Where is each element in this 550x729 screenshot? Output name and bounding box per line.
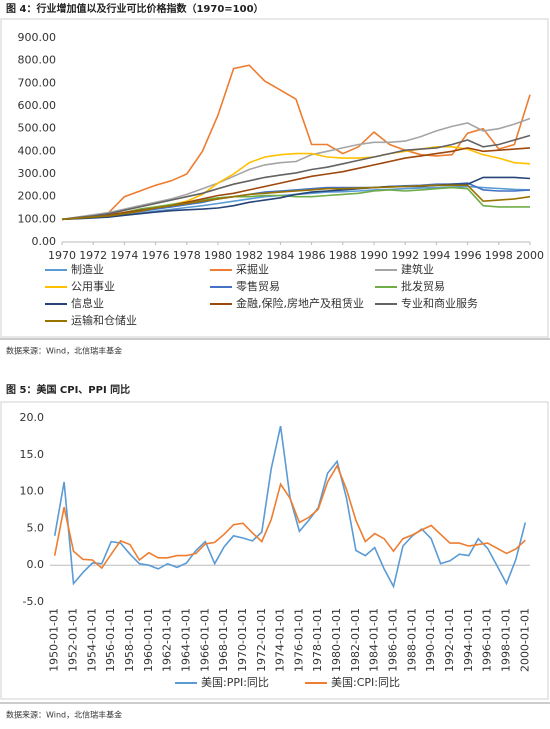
- y-tick-label: -5.0: [23, 595, 44, 608]
- x-tick-label: 1992: [391, 249, 419, 262]
- y-tick-label: 100.00: [18, 212, 57, 225]
- x-tick-label: 1988: [329, 249, 357, 262]
- y-tick-label: 800.00: [18, 54, 57, 67]
- x-tick-label: 1964-01-01: [179, 608, 192, 672]
- x-tick-label: 1976: [142, 249, 170, 262]
- x-tick-label: 1998-01-01: [499, 608, 512, 672]
- figure-caption: 图 4：行业增加值以及行业可比价格指数（1970=100）: [6, 2, 264, 15]
- series-line: [61, 117, 531, 221]
- x-tick-label: 1980-01-01: [330, 608, 343, 672]
- chart-frame: [0, 401, 549, 700]
- x-tick-label: 1966-01-01: [198, 608, 211, 672]
- x-tick-label: 1984: [266, 249, 294, 262]
- y-tick-label: 900.00: [18, 31, 57, 44]
- x-tick-label: 1980: [204, 249, 232, 262]
- series-line: [53, 425, 527, 589]
- x-tick-label: 1984-01-01: [368, 608, 381, 672]
- x-tick-label: 1996-01-01: [481, 608, 494, 672]
- y-tick-label: 0.0: [27, 558, 45, 571]
- y-tick-label: 700.00: [18, 76, 57, 89]
- legend-label: 批发贸易: [401, 279, 445, 293]
- legend-label: 零售贸易: [236, 279, 280, 293]
- x-tick-label: 1998: [485, 249, 513, 262]
- series-line: [61, 64, 531, 221]
- legend-label: 建筑业: [401, 262, 434, 276]
- series-line: [61, 184, 531, 221]
- source-note: 数据来源：Wind，北信瑞丰基金: [6, 346, 122, 356]
- series-line: [61, 186, 530, 221]
- legend-label: 运输和仓储业: [71, 313, 137, 327]
- y-tick-label: 300.00: [18, 167, 57, 180]
- x-tick-label: 1972: [79, 249, 107, 262]
- legend-label: 制造业: [71, 262, 104, 276]
- legend-label: 美国:CPI:同比: [331, 676, 400, 689]
- x-tick-label: 1978: [173, 249, 201, 262]
- x-tick-label: 1960-01-01: [142, 608, 155, 672]
- y-tick-label: 500.00: [18, 122, 57, 135]
- x-tick-label: 1968-01-01: [217, 608, 230, 672]
- x-tick-label: 2000-01-01: [518, 608, 531, 672]
- x-tick-label: 1958-01-01: [123, 608, 136, 672]
- legend-label: 美国:PPI:同比: [201, 676, 269, 689]
- x-tick-label: 1974-01-01: [274, 608, 287, 672]
- legend-label: 信息业: [71, 296, 104, 310]
- x-tick-label: 1994-01-01: [462, 608, 475, 672]
- x-tick-label: 1950-01-01: [48, 608, 61, 672]
- x-tick-label: 1972-01-01: [255, 608, 268, 672]
- legend-label: 金融,保险,房地产及租赁业: [236, 296, 364, 310]
- x-tick-label: 1996: [454, 249, 482, 262]
- y-tick-label: 15.0: [20, 448, 45, 461]
- y-tick-label: 200.00: [18, 190, 57, 203]
- y-tick-label: 20.0: [20, 411, 45, 424]
- x-tick-label: 1986-01-01: [387, 608, 400, 672]
- x-tick-label: 1990-01-01: [424, 608, 437, 672]
- y-tick-label: 400.00: [18, 144, 57, 157]
- x-tick-label: 1982: [235, 249, 263, 262]
- x-tick-label: 1992-01-01: [443, 608, 456, 672]
- x-tick-label: 1956-01-01: [104, 608, 117, 672]
- x-tick-label: 1976-01-01: [292, 608, 305, 672]
- legend-label: 采掘业: [236, 262, 269, 276]
- series-line: [61, 134, 531, 221]
- y-tick-label: 600.00: [18, 99, 57, 112]
- y-tick-label: 0.00: [32, 235, 57, 248]
- y-tick-label: 5.0: [27, 521, 45, 534]
- x-tick-label: 1978-01-01: [311, 608, 324, 672]
- source-note: 数据来源：Wind，北信瑞丰基金: [6, 710, 122, 720]
- x-tick-label: 1990: [360, 249, 388, 262]
- x-tick-label: 1952-01-01: [67, 608, 80, 672]
- chart-frame: [0, 18, 549, 338]
- series-line: [53, 463, 526, 570]
- x-tick-label: 1988-01-01: [405, 608, 418, 672]
- x-tick-label: 1994: [422, 249, 450, 262]
- series-line: [61, 147, 531, 221]
- figure-caption: 图 5：美国 CPI、PPI 同比: [6, 383, 130, 396]
- legend-label: 公用事业: [71, 280, 115, 293]
- y-tick-label: 10.0: [20, 485, 45, 498]
- x-tick-label: 1982-01-01: [349, 608, 362, 672]
- legend-label: 专业和商业服务: [401, 296, 478, 310]
- x-tick-label: 1974: [110, 249, 138, 262]
- x-tick-label: 1970-01-01: [236, 608, 249, 672]
- x-tick-label: 1970: [48, 249, 76, 262]
- x-tick-label: 1962-01-01: [161, 608, 174, 672]
- x-tick-label: 1986: [298, 249, 326, 262]
- x-tick-label: 1954-01-01: [85, 608, 98, 672]
- x-tick-label: 2000: [516, 249, 544, 262]
- series-line: [61, 176, 531, 221]
